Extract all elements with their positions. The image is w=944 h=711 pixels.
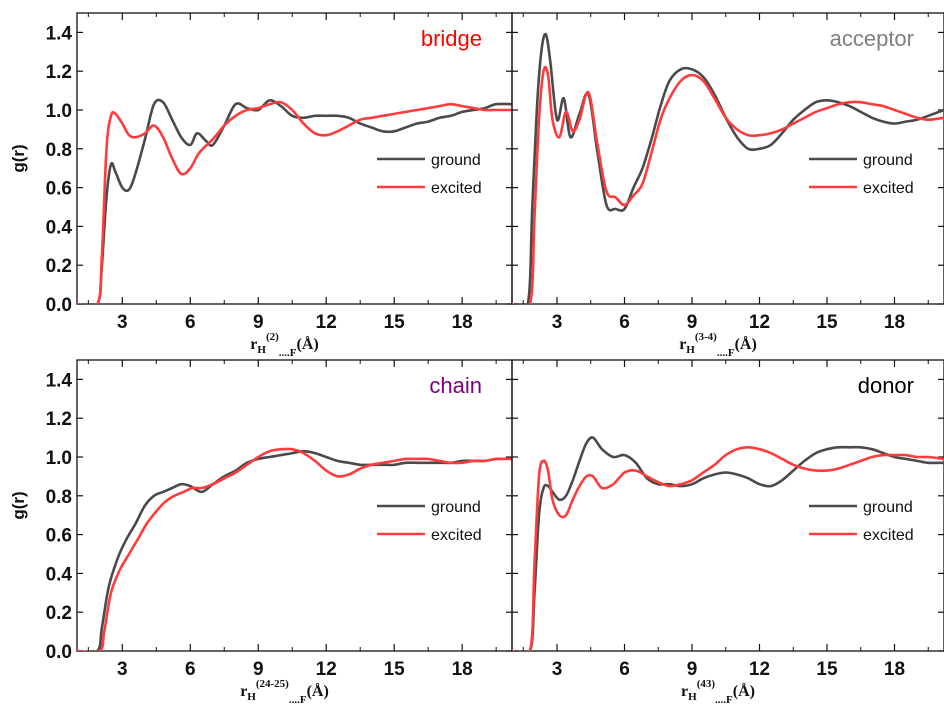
panel-acceptor: 3 6 9 12 15 18 rH(3-4)....F(Å) acceptor ground ex… — [511, 12, 944, 359]
x-tick-label: 6 — [619, 312, 630, 333]
plot-frame — [511, 12, 944, 305]
x-tick-label: 3 — [117, 312, 128, 333]
legend-label-ground: ground — [863, 152, 913, 169]
y-axis-label: g(r) — [9, 144, 28, 172]
x-tick-label: 15 — [816, 312, 838, 333]
legend-label-excited: excited — [863, 180, 914, 197]
x-tick-label: 6 — [185, 659, 196, 680]
plot-frame — [511, 359, 944, 652]
x-axis-label: rH(3-4)....F(Å) — [679, 331, 757, 359]
x-tick-label: 12 — [316, 312, 337, 333]
x-tick-label: 9 — [253, 659, 264, 680]
x-axis-label: rH(24-25)....F(Å) — [240, 678, 329, 706]
series-line-ground — [512, 436, 944, 651]
y-tick-label: 0.6 — [46, 526, 72, 547]
series-line-ground — [512, 32, 944, 304]
y-tick-label: 0.4 — [46, 564, 73, 585]
legend-label-excited: excited — [863, 527, 914, 544]
y-tick-label: 0.4 — [46, 217, 73, 238]
legend-label-excited: excited — [431, 180, 482, 197]
y-tick-label: 1.4 — [46, 370, 73, 391]
x-tick-label: 15 — [384, 659, 406, 680]
x-tick-label: 6 — [619, 659, 630, 680]
y-tick-label: 0.2 — [46, 603, 72, 624]
series-line-ground — [77, 449, 512, 651]
x-tick-label: 9 — [253, 312, 264, 333]
x-tick-label: 3 — [552, 312, 563, 333]
panel-bridge: 3 6 9 12 15 18 0.0 0.2 0.4 0.6 0.8 1.0 1.2 1.4 g(r) rH(… — [9, 12, 513, 359]
legend-label-ground: ground — [431, 499, 481, 516]
y-axis-label: g(r) — [9, 491, 28, 519]
y-tick-label: 1.0 — [46, 448, 72, 469]
y-tick-label: 1.0 — [46, 101, 72, 122]
legend-label-ground: ground — [863, 499, 913, 516]
x-tick-label: 12 — [316, 659, 337, 680]
x-tick-label: 12 — [749, 312, 770, 333]
y-tick-label: 0.6 — [46, 179, 72, 200]
panel-title: bridge — [421, 26, 482, 51]
series-line-excited — [512, 65, 944, 304]
y-tick-label: 0.0 — [46, 642, 72, 663]
x-tick-label: 18 — [884, 312, 905, 333]
y-tick-label: 0.0 — [46, 295, 72, 316]
y-tick-label: 1.4 — [46, 23, 73, 44]
x-tick-label: 6 — [185, 312, 196, 333]
series-line-excited — [77, 100, 512, 304]
y-tick-label: 0.8 — [46, 140, 72, 161]
x-tick-label: 15 — [816, 659, 838, 680]
series-line-excited — [77, 447, 512, 651]
x-tick-label: 9 — [687, 659, 698, 680]
x-axis-label: rH(43)....F(Å) — [681, 678, 755, 706]
x-tick-label: 15 — [384, 312, 406, 333]
x-tick-label: 3 — [552, 659, 563, 680]
panel-title: chain — [429, 373, 482, 398]
x-tick-label: 18 — [452, 659, 473, 680]
series-line-excited — [512, 446, 944, 651]
panel-donor: 3 6 9 12 15 18 rH(43)....F(Å) donor ground excite… — [511, 359, 944, 706]
panel-title: acceptor — [830, 26, 914, 51]
x-tick-label: 3 — [117, 659, 128, 680]
y-tick-label: 1.2 — [46, 62, 72, 83]
x-tick-label: 18 — [452, 312, 473, 333]
legend-label-ground: ground — [431, 152, 481, 169]
y-tick-label: 1.2 — [46, 409, 72, 430]
y-tick-label: 0.2 — [46, 256, 72, 277]
panel-chain: 3 6 9 12 15 18 0.0 0.2 0.4 0.6 0.8 1.0 1.2 1.4 g(r) rH(… — [9, 359, 513, 706]
panel-title: donor — [858, 373, 914, 398]
x-tick-label: 9 — [687, 312, 698, 333]
legend-label-excited: excited — [431, 527, 482, 544]
x-tick-label: 18 — [884, 659, 905, 680]
y-tick-label: 0.8 — [46, 487, 72, 508]
x-tick-label: 12 — [749, 659, 770, 680]
x-axis-label: rH(2)....F(Å) — [250, 331, 318, 359]
series-line-ground — [77, 98, 512, 304]
